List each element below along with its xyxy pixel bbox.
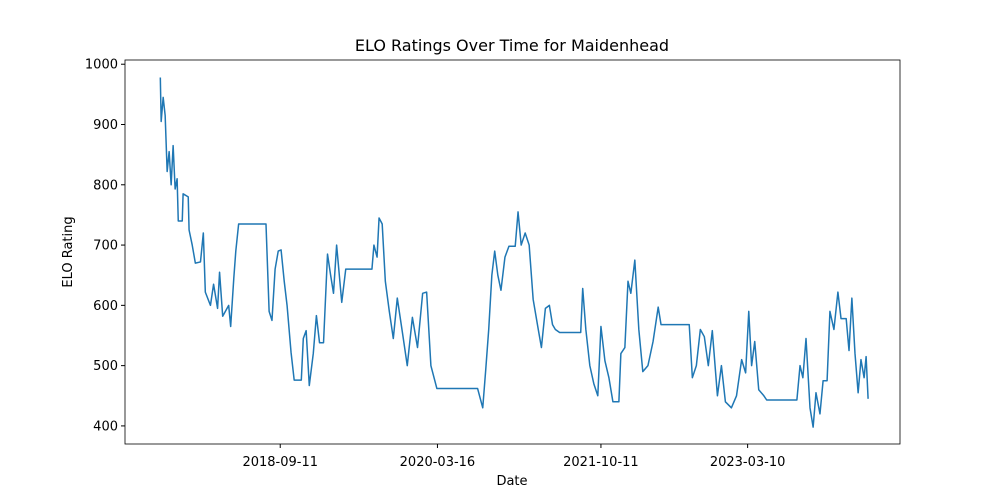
y-tick-label: 1000 (85, 58, 118, 73)
x-tick-label: 2021-10-11 (563, 455, 639, 470)
x-tick-label: 2023-03-10 (710, 455, 786, 470)
plot-frame (124, 59, 901, 445)
y-tick-label: 600 (93, 299, 118, 314)
x-tick-label: 2018-09-11 (242, 455, 318, 470)
y-axis-label: ELO Rating (61, 216, 76, 287)
chart-title: ELO Ratings Over Time for Maidenhead (355, 36, 669, 55)
x-tick-label: 2020-03-16 (400, 455, 476, 470)
y-tick-label: 400 (93, 419, 118, 434)
line (159, 77, 869, 428)
x-axis-label: Date (496, 474, 527, 489)
y-tick-label: 500 (93, 359, 118, 374)
y-tick-label: 700 (93, 239, 118, 254)
y-tick-label: 900 (93, 118, 118, 133)
y-tick-label: 800 (93, 178, 118, 193)
